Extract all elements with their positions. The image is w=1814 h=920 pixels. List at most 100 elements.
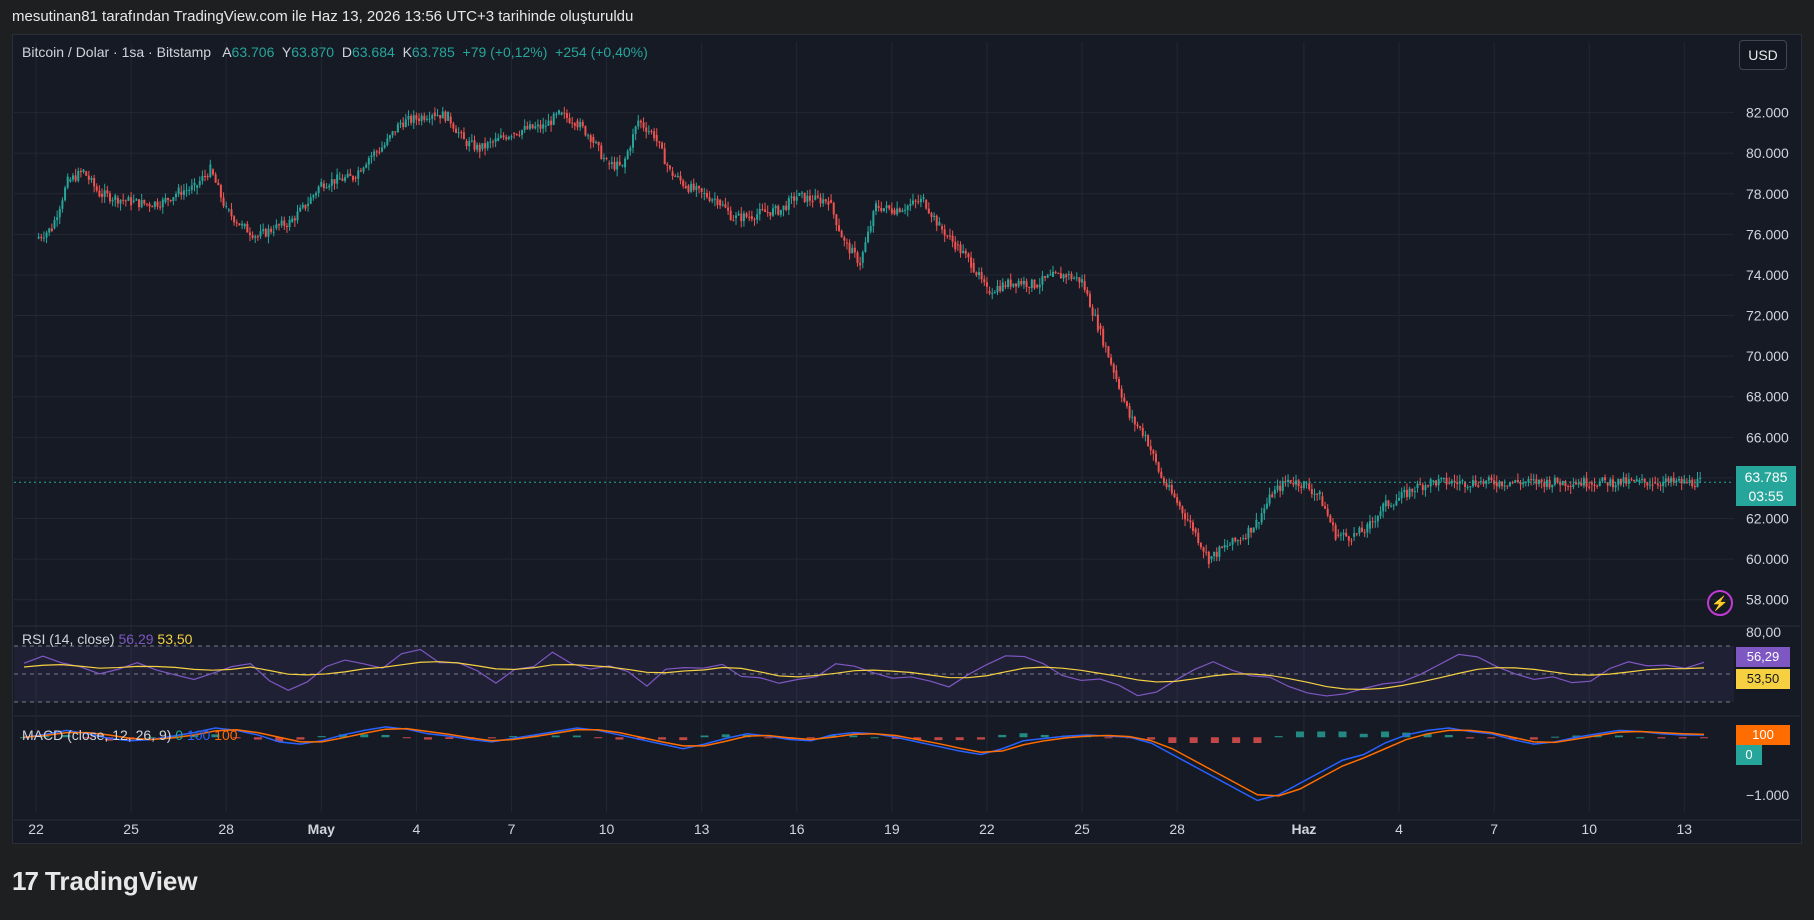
candle-body (262, 229, 265, 232)
candle-body (449, 116, 452, 124)
candle-body (71, 175, 74, 180)
macd-histogram-bar (147, 737, 156, 739)
symbol-title[interactable]: Bitcoin / Dolar · 1sa · Bitstamp (22, 44, 212, 60)
candle-body (1337, 534, 1340, 536)
candle-body (856, 252, 859, 264)
candle-body (494, 138, 497, 142)
candle-body (1590, 482, 1593, 485)
candle-body (1088, 293, 1091, 308)
candle-body (1102, 328, 1105, 346)
candle-body (642, 122, 645, 128)
macd-histogram-bar (253, 737, 262, 740)
candle-body (1588, 486, 1591, 488)
candle-body (1054, 271, 1057, 273)
candle-body (148, 203, 151, 207)
candle-body (185, 190, 188, 192)
candle-body (1281, 480, 1284, 491)
candle-body (1508, 482, 1511, 486)
candle-body (264, 229, 267, 237)
macd-histogram-bar (1444, 734, 1453, 738)
candle-body (167, 198, 170, 200)
candle-body (1197, 532, 1200, 543)
macd-histogram-bar (1189, 737, 1198, 743)
macd-histogram-bar (1232, 737, 1241, 743)
x-tick-label: 16 (789, 821, 805, 837)
candle-body (880, 207, 883, 212)
macd-histogram-bar (891, 737, 900, 739)
candle-body (922, 197, 925, 199)
candle-body (1136, 424, 1139, 427)
candle-body (898, 208, 901, 212)
candle-body (795, 196, 798, 201)
bar-countdown: 03:55 (1748, 488, 1784, 504)
candle-body (875, 203, 877, 212)
alert-bolt-icon[interactable]: ⚡ (1707, 590, 1733, 616)
candle-body (690, 183, 693, 192)
currency-button[interactable]: USD (1739, 40, 1787, 70)
macd-histogram-bar (402, 737, 411, 739)
candle-body (555, 113, 558, 115)
macd-histogram-bar (998, 734, 1007, 738)
candle-body (1347, 536, 1350, 541)
macd-histogram-bar (41, 736, 50, 738)
rsi-legend[interactable]: RSI (14, close) 56,29 53,50 (22, 631, 192, 647)
candle-body (465, 141, 468, 147)
candle-body (872, 211, 875, 227)
candle-body (827, 201, 830, 205)
candle-body (1070, 273, 1073, 279)
chart-panel[interactable] (12, 34, 1802, 844)
candle-body (687, 185, 690, 192)
macd-histogram-bar (1529, 737, 1538, 740)
candle-body (315, 193, 317, 196)
candle-body (1424, 485, 1427, 491)
macd-line-value: 100 (186, 727, 211, 743)
macd-line (23, 726, 1704, 802)
tradingview-brand[interactable]: 17 TradingView (12, 866, 198, 897)
macd-histogram-bar (487, 737, 496, 739)
candle-body (381, 147, 384, 152)
candle-body (713, 198, 716, 200)
candle-body (402, 122, 405, 127)
candle-body (1265, 503, 1268, 509)
candle-body (69, 179, 72, 182)
candle-body (983, 279, 986, 283)
candle-body (140, 199, 143, 208)
macd-histogram-bar (1274, 736, 1283, 738)
candle-body (1390, 505, 1393, 507)
candle-body (824, 199, 827, 202)
change-value: +79 (+0,12%) (462, 44, 548, 60)
candle-body (637, 120, 640, 127)
candle-body (631, 134, 634, 148)
candle-body (1300, 486, 1303, 488)
candle-body (1366, 524, 1369, 533)
candle-body (1313, 493, 1316, 495)
candle-body (296, 211, 299, 221)
candle-body (1598, 481, 1601, 487)
candle-body (256, 236, 259, 238)
candle-body (1625, 477, 1628, 484)
candle-body (1471, 480, 1474, 487)
x-tick-label: 28 (1169, 821, 1185, 837)
candle-body (462, 132, 465, 140)
macd-histogram-bar (338, 734, 347, 738)
macd-legend[interactable]: MACD (close, 12, 26, 9) 0 100 100 (22, 727, 238, 743)
candle-body (1289, 479, 1292, 483)
macd-histogram-bar (913, 737, 922, 740)
candle-body (938, 221, 941, 226)
candle-body (1503, 485, 1506, 487)
chart-caption: mesutinan81 tarafından TradingView.com i… (12, 8, 634, 25)
candle-body (1186, 519, 1189, 521)
candle-body (338, 178, 341, 180)
candle-body (56, 217, 59, 220)
candle-body (333, 179, 336, 184)
candle-body (613, 162, 616, 170)
candle-body (671, 171, 674, 176)
candle-body (779, 209, 782, 215)
macd-histogram-bar (360, 734, 369, 738)
candle-body (1421, 484, 1424, 491)
rsi-ma-line (23, 661, 1705, 691)
candle-body (877, 205, 880, 208)
candle-body (288, 219, 291, 228)
candle-body (1020, 281, 1023, 285)
